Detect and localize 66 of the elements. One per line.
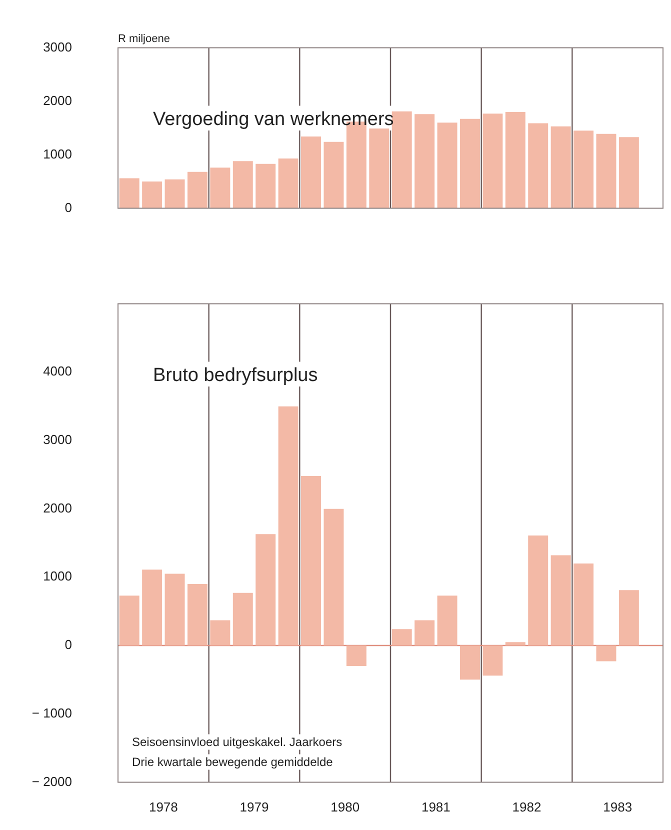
- bar: [574, 130, 594, 208]
- bar: [119, 178, 140, 208]
- x-tick-label: 1981: [421, 800, 450, 815]
- y-tick-label: 2000: [43, 500, 72, 516]
- y-tick-label: 1000: [43, 146, 72, 162]
- bar: [164, 574, 185, 646]
- bar: [369, 128, 390, 208]
- text: Vergoeding van werknemers: [153, 108, 394, 130]
- x-tick-label: 1982: [512, 800, 542, 815]
- bar: [460, 118, 480, 208]
- bar: [550, 555, 571, 646]
- y-tick-label: 2000: [43, 92, 72, 108]
- x-tick-label: 1980: [330, 800, 360, 815]
- bar: [164, 179, 185, 208]
- bar: [324, 142, 344, 208]
- x-tick-label: 1979: [240, 800, 269, 815]
- bar: [119, 596, 140, 646]
- bar: [437, 596, 458, 646]
- bar: [346, 646, 366, 666]
- bar: [142, 570, 162, 646]
- y-tick-label: 0: [64, 200, 72, 215]
- bar: [596, 134, 616, 208]
- bar: [187, 172, 208, 208]
- y-tick-label: 0: [64, 637, 72, 652]
- bar: [482, 646, 503, 676]
- bar: [301, 136, 322, 208]
- y-tick-label: 3000: [43, 432, 72, 448]
- y-tick-label: 3000: [43, 39, 72, 54]
- bar: [187, 584, 208, 646]
- bar: [596, 646, 616, 662]
- x-tick-label: 1983: [603, 800, 632, 815]
- bar: [256, 534, 276, 646]
- annotation: Drie kwartale bewegende gemiddelde: [132, 755, 334, 770]
- bar: [414, 620, 435, 646]
- bar: [210, 168, 230, 208]
- bar: [232, 161, 253, 208]
- bar: [256, 164, 276, 208]
- bar: [437, 122, 458, 208]
- bar: [482, 114, 503, 208]
- bar: [278, 158, 298, 208]
- y-tick-label: 4000: [43, 364, 72, 379]
- annotation: Seisoensinvloed uitgeskakel. Jaarkoers: [132, 735, 342, 750]
- bar: [574, 564, 594, 646]
- bar: [528, 535, 548, 646]
- bar: [142, 181, 162, 208]
- bar: [324, 508, 344, 646]
- bar: [392, 629, 412, 646]
- bar: [618, 137, 639, 208]
- text: Bruto bedryfsurplus: [153, 364, 318, 386]
- bar: [460, 646, 480, 680]
- bar: [392, 111, 412, 208]
- bar: [232, 592, 253, 646]
- bar: [505, 642, 526, 646]
- bar: [278, 406, 298, 646]
- y-tick-label: − 1000: [32, 705, 72, 720]
- bar: [301, 476, 322, 646]
- bar: [618, 590, 639, 646]
- bar: [414, 114, 435, 208]
- y-tick-label: − 2000: [32, 774, 72, 789]
- x-tick-label: 1978: [148, 800, 178, 815]
- bar: [210, 620, 230, 646]
- y-tick-label: 1000: [43, 568, 72, 584]
- bar: [550, 126, 571, 208]
- bar: [528, 123, 548, 208]
- bar: [505, 112, 526, 208]
- y-axis-title: R miljoene: [118, 32, 170, 45]
